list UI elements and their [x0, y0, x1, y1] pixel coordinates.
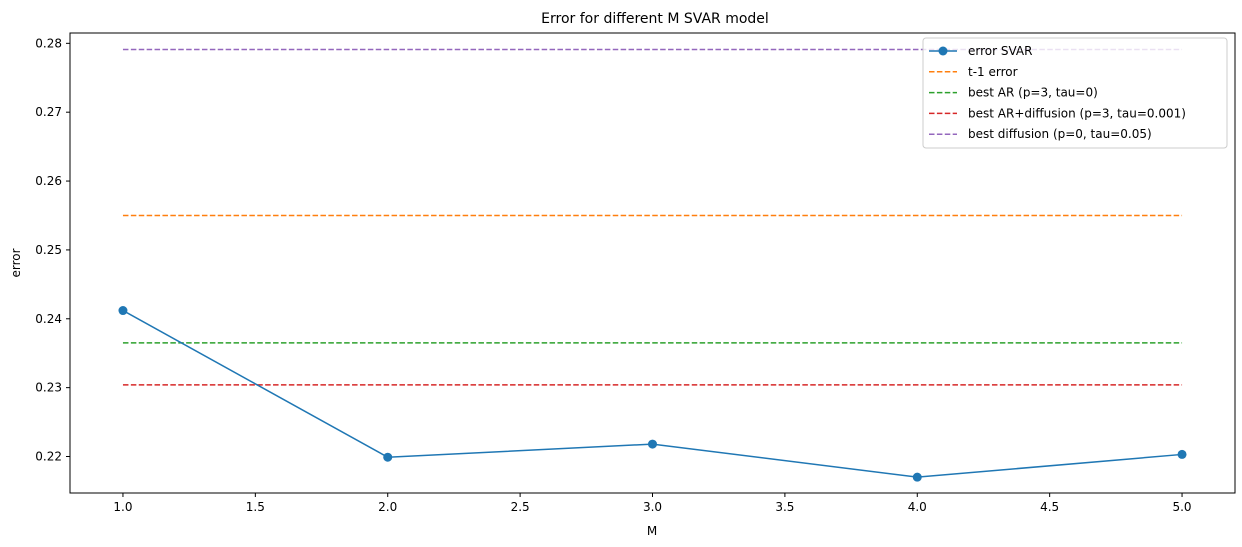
- y-tick-label: 0.26: [35, 174, 62, 188]
- y-tick-label: 0.23: [35, 381, 62, 395]
- x-tick-label: 4.5: [1040, 500, 1059, 514]
- y-tick-label: 0.28: [35, 36, 62, 50]
- y-axis-title: error: [9, 248, 23, 277]
- x-tick-label: 5.0: [1172, 500, 1191, 514]
- data-point: [1177, 449, 1187, 459]
- legend: error SVAR t-1 error best AR (p=3, tau=0) b…: [922, 37, 1228, 149]
- x-tick-label: 1.5: [246, 500, 265, 514]
- y-axis: 0.22 0.23 0.24 0.25 0.26 0.27 0.28: [35, 36, 70, 464]
- y-tick-label: 0.22: [35, 450, 62, 464]
- x-tick-label: 3.0: [643, 500, 662, 514]
- data-point: [912, 472, 922, 482]
- chart-title: Error for different M SVAR model: [541, 11, 769, 27]
- x-tick-label: 4.0: [908, 500, 927, 514]
- y-tick-label: 0.27: [35, 105, 62, 119]
- data-point: [648, 439, 657, 449]
- data-point: [118, 306, 128, 316]
- x-axis-title: M: [647, 524, 657, 538]
- series-layer: [118, 48, 1187, 482]
- legend-label: t-1 error: [968, 65, 1018, 79]
- series-line: [122, 309, 1183, 478]
- x-tick-label: 2.5: [511, 500, 530, 514]
- data-point: [383, 452, 393, 462]
- x-tick-label: 1.0: [113, 500, 132, 514]
- legend-label: best AR (p=3, tau=0): [968, 86, 1098, 100]
- legend-label: best AR+diffusion (p=3, tau=0.001): [968, 106, 1186, 120]
- legend-label: best diffusion (p=0, tau=0.05): [968, 127, 1152, 141]
- y-tick-label: 0.24: [35, 312, 62, 326]
- legend-marker: [938, 46, 948, 56]
- legend-box: [922, 37, 1228, 149]
- y-tick-label: 0.25: [35, 243, 62, 257]
- legend-label: error SVAR: [968, 44, 1032, 58]
- x-tick-label: 2.0: [378, 500, 397, 514]
- x-axis: 1.0 1.5 2.0 2.5 3.0 3.5 4.0 4.5 5.0: [113, 493, 1192, 514]
- x-tick-label: 3.5: [775, 500, 794, 514]
